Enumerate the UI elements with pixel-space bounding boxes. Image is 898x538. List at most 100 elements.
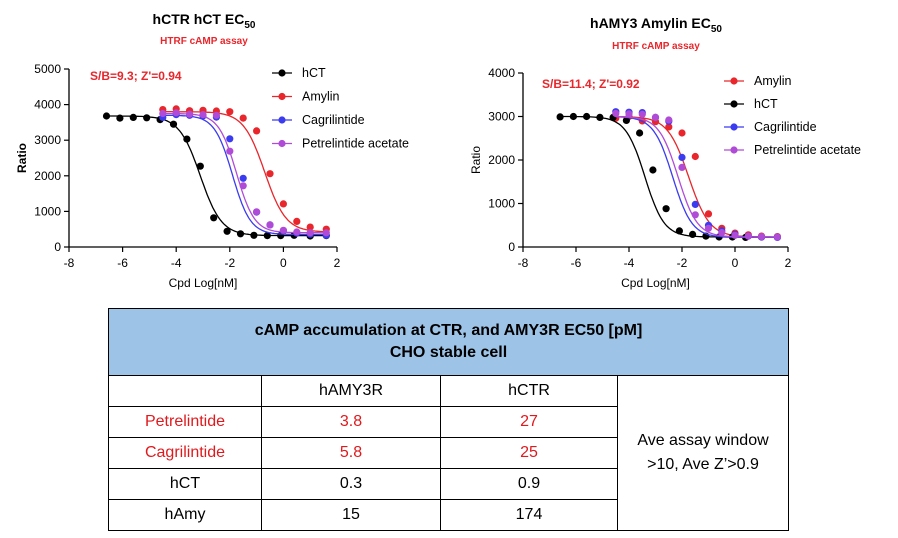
chart1-series-amylin-fit-curve [162,111,327,233]
chart2-series-cagrilintide-legend-label: Cagrilintide [754,120,817,134]
chart2-series-hct-point [689,230,697,238]
value-hamy-hamy3r: 15 [261,499,441,531]
column-header-hctr: hCTR [440,375,618,407]
chart2-series-amylin-point [665,123,673,131]
column-header-hamy3r: hAMY3R [261,375,441,407]
chart1-series-hct-point [223,227,231,235]
table-column-header-row: hAMY3R hCTR Ave assay window >10, Ave Z’… [108,375,789,531]
chart2-series-hct-fit-curve [560,115,778,238]
chart1-series-amylin-point [266,170,274,178]
chart1-series-amylin-legend-label: Amylin [302,90,340,104]
chart2-x-tick-label: -4 [624,256,635,270]
chart2-series-amylin-point [704,210,713,218]
chart1-series-hct-legend-label: hCT [302,66,326,80]
chart1-series-petrelintide-acetate-point [159,109,167,118]
chart2-series-hct-point [636,129,644,137]
chart1-title: hCTR hCT EC50 [153,11,256,31]
chart1-series-hct-point [116,114,124,122]
ec50-results-table-container: cAMP accumulation at CTR, and AMY3R EC50… [108,308,789,531]
chart2-x-axis-label: Cpd Log[nM] [621,276,690,290]
chart1-series-petrelintide-acetate-point [212,111,220,119]
chart2-series-hct-legend-marker [730,100,738,108]
chart1-series-petrelintide-acetate-point [226,147,234,155]
chart2-series-hct-point [622,116,631,124]
chart2-y-tick-label: 2000 [488,153,515,167]
chart2-series-hct-point [569,112,578,121]
value-hct-hctr: 0.9 [440,468,618,500]
chart1-x-tick-label: -4 [171,256,182,270]
value-hamy-hctr: 174 [440,499,618,531]
chart1-series-hct-point [102,112,111,120]
chart2-series-petrelintide-acetate-point [731,231,739,239]
chart2-series-hct-point [662,205,670,213]
chart2-series-hct-legend-label: hCT [754,97,778,111]
chart2-x-tick-label: 0 [732,256,739,270]
chart2-series-petrelintide-acetate-point [665,116,673,124]
chart2-y-tick-label: 3000 [488,110,515,124]
chart1-y-tick-label: 5000 [34,62,61,76]
chart1-series-amylin-point [293,217,301,225]
chart1-series-hct-fit-curve [106,115,327,237]
chart1-series-cagrilintide-fit-curve [162,114,327,236]
chart2-series-amylin-legend-label: Amylin [754,74,792,88]
chart1-y-tick-label: 3000 [34,133,61,147]
chart1-series-petrelintide-acetate-point [293,228,301,236]
chart1-series-cagrilintide-point [239,174,247,182]
chart2-title: hAMY3 Amylin EC50 [590,15,722,35]
table-row: Petrelintide 3.8 27 [108,406,789,438]
chart1-series-petrelintide-acetate-point [266,221,274,229]
chart1-annotation: S/B=9.3; Z'=0.94 [90,69,182,83]
chart2-series-cagrilintide-point [678,153,686,161]
chart1-series-hct-point [183,135,191,143]
chart2-series-hct-point [583,112,591,121]
chart1-y-axis-label: Ratio [15,143,29,173]
chart1-subtitle: HTRF cAMP assay [160,36,248,47]
chart2-y-tick-label: 0 [508,240,515,254]
chart1-series-hct-legend-marker [278,69,286,77]
row-label-petrelintide: Petrelintide [108,406,262,438]
chart1-series-petrelintide-acetate-point [306,229,314,237]
chart2-series-cagrilintide-legend-marker [730,123,738,131]
chart1-series-petrelintide-acetate-point [279,226,287,234]
ec50-results-table: cAMP accumulation at CTR, and AMY3R EC50… [108,308,789,531]
value-hct-hamy3r: 0.3 [261,468,441,500]
chart2-series-petrelintide-acetate-point [691,211,699,219]
chart2-series-petrelintide-acetate-point [744,232,752,240]
table-row: hAmy 15 174 [108,499,789,531]
chart1-series-hct-point [196,162,204,170]
chart1-series-hct-point [250,231,258,239]
chart1-series-hct-point [210,214,218,222]
value-petrelintide-hctr: 27 [440,406,618,438]
chart1-series-hct-point [263,232,271,240]
chart2-series-petrelintide-acetate-legend-label: Petrelintide acetate [754,143,861,157]
table-header-title: cAMP accumulation at CTR, and AMY3R EC50… [254,322,643,339]
chart1-series-petrelintide-acetate-point [186,110,194,118]
chart2-x-tick-label: -2 [677,256,688,270]
note-line-1: Ave assay window [637,432,769,449]
chart2-series-petrelintide-acetate-point [651,113,660,121]
chart2-series-petrelintide-acetate-point [678,163,686,171]
chart2-series-cagrilintide-point [691,200,699,208]
chart1-series-amylin-point [239,114,247,122]
chart1-series-amylin-point [279,200,287,208]
value-cagrilintide-hamy3r: 5.8 [261,437,441,469]
chart2-series-hct-point [596,113,604,121]
value-cagrilintide-hctr: 25 [440,437,618,469]
chart1-series-hct-point [129,113,137,121]
assay-window-note: Ave assay window >10, Ave Z’>0.9 [617,375,789,531]
chart1-y-tick-label: 2000 [34,169,61,183]
chart1-series-petrelintide-acetate-point [322,229,330,237]
chart1-x-tick-label: -2 [224,256,235,270]
chart1-series-hct-point [143,114,151,122]
chart1-x-axis-label: Cpd Log[nM] [169,276,238,290]
row-label-hct: hCT [108,468,262,500]
chart2-subtitle: HTRF cAMP assay [612,41,700,52]
note-line-2: >10, Ave Z’>0.9 [647,456,759,473]
row-label-cagrilintide: Cagrilintide [108,437,262,469]
chart1-series-amylin-point [306,223,314,231]
chart1-series-cagrilintide-point [226,135,234,143]
chart2-series-amylin-point [678,129,686,137]
chart2-series-petrelintide-acetate-point [773,233,782,241]
chart1-series-petrelintide-acetate-legend-marker [278,139,286,148]
table-corner-cell [108,375,262,407]
